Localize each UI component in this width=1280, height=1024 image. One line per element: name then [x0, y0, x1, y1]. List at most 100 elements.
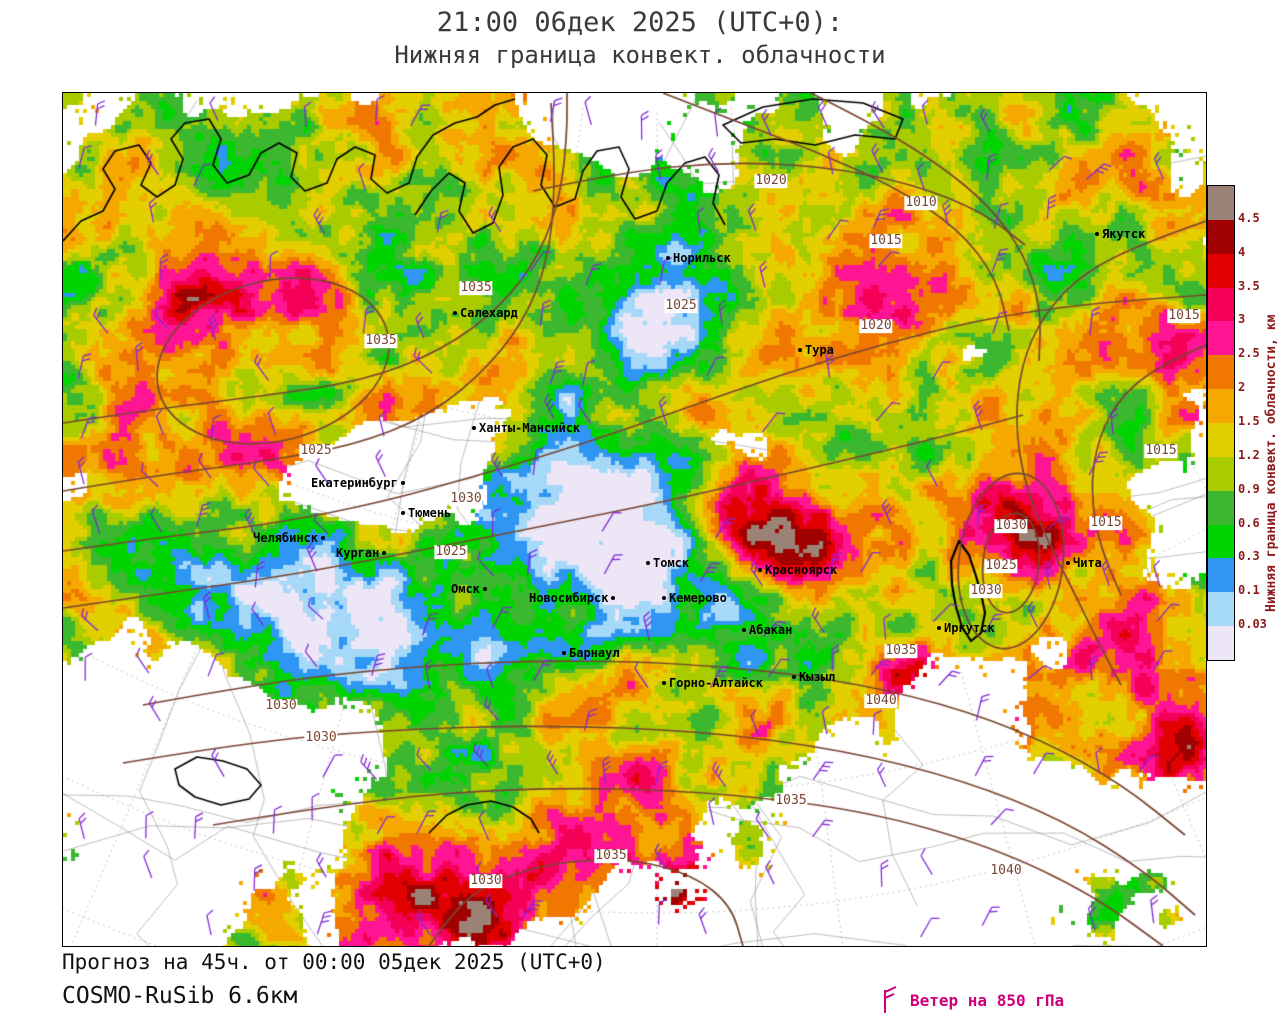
city-dot	[798, 348, 802, 352]
wind-barb-icon	[884, 986, 897, 1013]
colorbar-tick-label: 1.5	[1238, 414, 1260, 428]
city-dot	[400, 481, 405, 485]
city-label: Екатеринбург	[311, 477, 405, 489]
isobar-label: 1035	[364, 333, 398, 349]
colorbar-tick-label: 3.5	[1238, 278, 1260, 293]
colorbar-tick-label: 0.9	[1238, 481, 1260, 496]
city-dot	[321, 536, 326, 540]
isobar-label: 1035	[774, 793, 808, 809]
forecast-info: Прогноз на 45ч. от 00:00 05дек 2025 (UTC…	[62, 950, 606, 974]
city-label: Кызыл	[792, 671, 835, 683]
city-label: Горно-Алтайск	[662, 677, 763, 689]
wind-legend: Ветер на 850 гПа	[878, 985, 1064, 1015]
isobar-label: 1040	[989, 863, 1023, 879]
colorbar-tick-label: 1.2	[1238, 447, 1260, 462]
colorbar-tick-label: 0.1	[1238, 583, 1260, 598]
map-title: 21:00 06дек 2025 (UTC+0): Нижняя граница…	[0, 6, 1280, 71]
city-label: Барнаул	[562, 647, 620, 659]
colorbar-title: Нижняя граница конвект. облачности, км	[1264, 314, 1279, 612]
city-dot	[792, 675, 796, 679]
city-label: Ханты-Мансийск	[472, 422, 580, 434]
city-name: Челябинск	[253, 531, 319, 545]
title-parameter: Нижняя граница конвект. облачности	[394, 40, 886, 69]
isobar-label: 1025	[984, 558, 1018, 574]
city-label: Челябинск	[253, 531, 326, 545]
city-label: Курган	[336, 546, 387, 560]
colorbar-tick-label: 2.5	[1238, 346, 1260, 361]
city-name: Иркутск	[944, 621, 995, 635]
city-name: Курган	[336, 546, 380, 560]
isobar-label: 1015	[1089, 515, 1123, 531]
city-label: Кемерово	[662, 592, 727, 604]
city-name: Кызыл	[799, 670, 836, 684]
isobar-label: 1025	[664, 298, 698, 314]
city-dot	[1066, 561, 1070, 565]
isobar-label: 1015	[1167, 308, 1201, 324]
city-dot	[742, 628, 746, 632]
isobar-label: 1030	[264, 698, 298, 714]
city-dot	[611, 596, 616, 600]
city-label: Салехард	[453, 307, 518, 319]
city-dot	[758, 568, 762, 572]
city-label: Красноярск	[758, 564, 837, 576]
colorbar-segment	[1208, 558, 1234, 593]
colorbar-segment	[1208, 253, 1234, 288]
city-dot	[401, 511, 405, 515]
isobar-label: 1015	[1144, 443, 1178, 459]
city-name: Барнаул	[569, 646, 620, 660]
city-name: Новосибирск	[529, 591, 609, 605]
colorbar-segment	[1208, 524, 1234, 559]
city-dot	[937, 626, 941, 630]
isobar-label: 1020	[754, 173, 788, 189]
colorbar-tick-label: 0.03	[1238, 617, 1267, 632]
colorbar-segment	[1208, 186, 1234, 220]
colorbar-tick-label: 0.6	[1238, 515, 1260, 530]
city-name: Томск	[653, 556, 690, 570]
map-labels-layer: Якутск Норильск Салехард Тура Ханты-Мансийск…	[63, 93, 1206, 946]
colorbar-segment	[1208, 321, 1234, 356]
city-dot	[562, 651, 566, 655]
city-dot	[666, 256, 670, 260]
city-name: Горно-Алтайск	[669, 676, 763, 690]
colorbar-segment	[1208, 626, 1234, 661]
map-frame: Якутск Норильск Салехард Тура Ханты-Мансийск…	[62, 92, 1207, 947]
colorbar-segment	[1208, 423, 1234, 457]
colorbar-tick-label: 3	[1238, 312, 1246, 327]
isobar-label: 1035	[884, 643, 918, 659]
city-dot	[646, 561, 650, 565]
city-label: Томск	[646, 557, 689, 569]
colorbar-segment	[1208, 355, 1234, 390]
colorbar	[1207, 185, 1235, 661]
city-name: Омск	[451, 582, 480, 596]
city-name: Абакан	[749, 623, 793, 637]
city-name: Ханты-Мансийск	[479, 421, 581, 435]
city-label: Норильск	[666, 252, 731, 264]
isobar-label: 1030	[449, 491, 483, 507]
city-name: Салехард	[460, 306, 518, 320]
isobar-label: 1030	[994, 518, 1028, 534]
city-name: Кемерово	[669, 591, 727, 605]
colorbar-segment	[1208, 287, 1234, 322]
city-name: Тура	[805, 343, 834, 357]
isobar-label: 1030	[469, 873, 503, 889]
colorbar-segment	[1208, 490, 1234, 525]
city-dot	[472, 426, 476, 430]
colorbar-segment	[1208, 389, 1234, 424]
colorbar-tick-label: 0.3	[1238, 549, 1260, 564]
city-name: Чита	[1073, 556, 1102, 570]
isobar-label: 1010	[904, 195, 938, 211]
isobar-label: 1040	[864, 693, 898, 709]
city-dot	[662, 596, 666, 600]
city-label: Иркутск	[937, 622, 995, 634]
city-name: Тюмень	[408, 506, 452, 520]
colorbar-segment	[1208, 592, 1234, 627]
colorbar-tick-label: 4	[1238, 244, 1246, 259]
colorbar-tick-label: 4.5	[1238, 210, 1260, 225]
isobar-label: 1020	[859, 318, 893, 334]
isobar-label: 1030	[969, 583, 1003, 599]
city-dot	[1095, 232, 1099, 236]
model-info: COSMO-RuSib 6.6км	[62, 983, 298, 1009]
city-name: Красноярск	[765, 563, 838, 577]
city-name: Якутск	[1102, 227, 1146, 241]
